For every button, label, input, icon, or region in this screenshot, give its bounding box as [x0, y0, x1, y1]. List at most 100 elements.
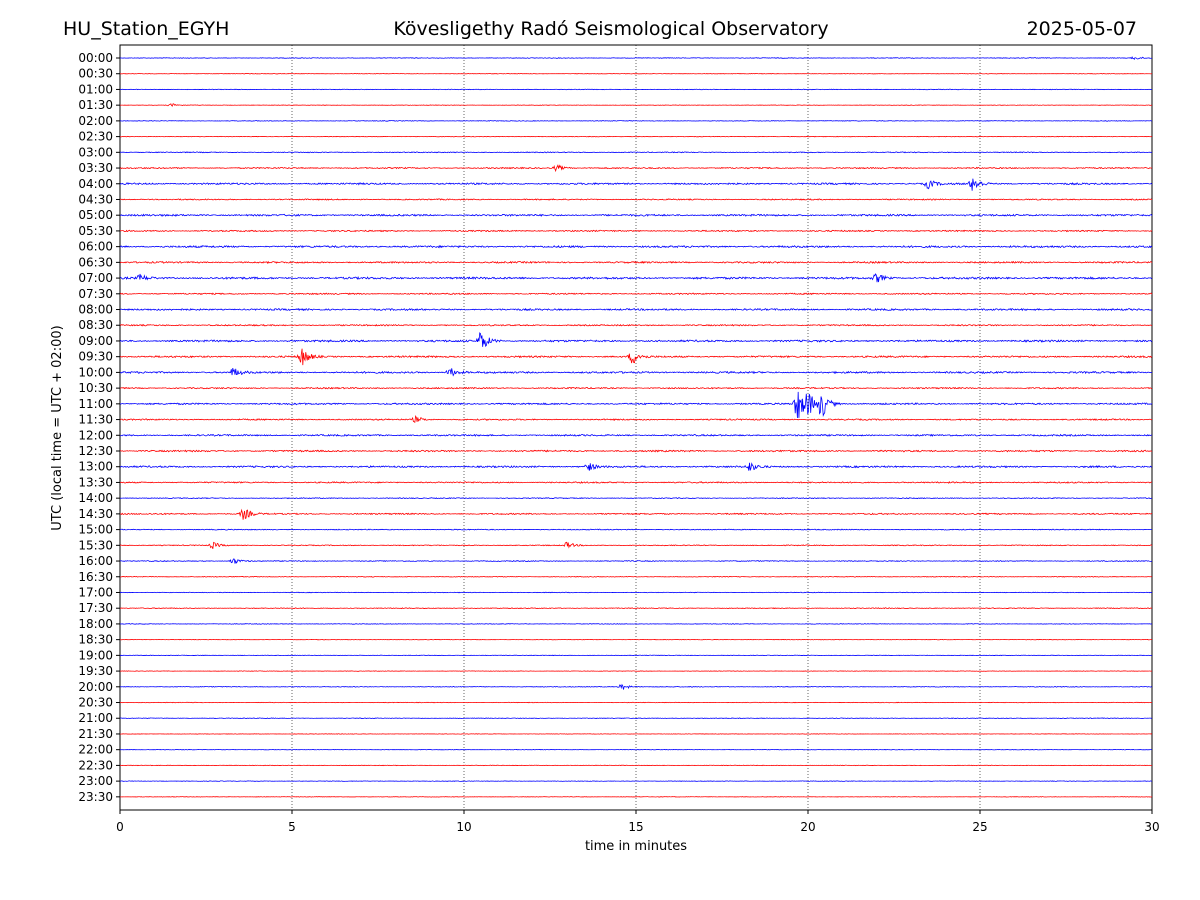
- y-tick-label: 14:00: [78, 491, 113, 505]
- seismic-trace: [119, 623, 1153, 625]
- seismic-trace: [119, 528, 1153, 531]
- y-tick-label: 09:00: [78, 334, 113, 348]
- seismic-trace: [119, 683, 1153, 690]
- y-tick-label: 00:30: [78, 67, 113, 81]
- seismic-trace: [119, 88, 1153, 91]
- y-tick-label: 19:30: [78, 664, 113, 678]
- y-tick-label: 21:30: [78, 727, 113, 741]
- y-tick-label: 23:30: [78, 790, 113, 804]
- seismic-trace: [119, 178, 1153, 191]
- seismic-trace: [119, 244, 1153, 249]
- seismic-trace: [119, 575, 1153, 578]
- station-name: HU_Station_EGYH: [63, 18, 229, 40]
- x-tick-label: 25: [972, 820, 987, 834]
- y-tick-label: 09:30: [78, 350, 113, 364]
- y-tick-label: 02:30: [78, 130, 113, 144]
- seismic-trace: [119, 348, 1153, 366]
- y-tick-label: 12:00: [78, 428, 113, 442]
- y-tick-label: 08:30: [78, 318, 113, 332]
- seismic-traces: [119, 56, 1153, 798]
- seismic-trace: [119, 654, 1153, 657]
- y-tick-label: 06:00: [78, 240, 113, 254]
- y-tick-label: 00:00: [78, 51, 113, 65]
- seismic-trace: [119, 120, 1153, 122]
- x-tick-label: 20: [800, 820, 815, 834]
- seismic-trace: [119, 307, 1153, 312]
- seismic-trace: [119, 607, 1153, 610]
- y-tick-label: 16:00: [78, 554, 113, 568]
- seismic-trace: [119, 780, 1153, 782]
- y-tick-label: 11:00: [78, 397, 113, 411]
- y-tick-label: 04:30: [78, 192, 113, 206]
- x-tick-label: 5: [288, 820, 296, 834]
- seismic-trace: [119, 260, 1153, 264]
- y-tick-label: 22:30: [78, 758, 113, 772]
- seismic-trace: [119, 415, 1153, 424]
- y-tick-label: 03:00: [78, 145, 113, 159]
- y-tick-label: 20:00: [78, 680, 113, 694]
- seismic-trace: [119, 151, 1153, 154]
- y-tick-label: 13:00: [78, 460, 113, 474]
- y-tick-label: 07:00: [78, 271, 113, 285]
- y-tick-label: 06:30: [78, 255, 113, 269]
- seismic-trace: [119, 717, 1153, 720]
- seismic-trace: [119, 229, 1153, 233]
- y-tick-label: 01:30: [78, 98, 113, 112]
- seismic-trace: [119, 323, 1153, 327]
- seismic-trace: [119, 332, 1153, 347]
- seismic-trace: [119, 481, 1153, 484]
- x-axis-label: time in minutes: [585, 839, 687, 854]
- chart-date: 2025-05-07: [1027, 18, 1137, 40]
- y-tick-label: 15:00: [78, 523, 113, 537]
- y-tick-label: 12:30: [78, 444, 113, 458]
- x-tick-label: 0: [116, 820, 124, 834]
- y-tick-label: 22:00: [78, 743, 113, 757]
- y-tick-label: 13:30: [78, 475, 113, 489]
- seismic-trace: [119, 273, 1153, 283]
- y-axis-label: UTC (local time = UTC + 02:00): [50, 325, 65, 530]
- x-tick-label: 30: [1144, 820, 1159, 834]
- y-tick-label: 08:00: [78, 303, 113, 317]
- seismic-trace: [119, 541, 1153, 549]
- y-tick-label: 02:00: [78, 114, 113, 128]
- seismic-trace: [119, 164, 1153, 173]
- seismic-trace: [119, 433, 1153, 437]
- y-tick-label: 14:30: [78, 507, 113, 521]
- y-tick-label: 23:00: [78, 774, 113, 788]
- grid-lines: [291, 45, 981, 810]
- seismic-trace: [119, 449, 1153, 453]
- y-tick-label: 11:30: [78, 413, 113, 427]
- seismic-trace: [119, 462, 1153, 471]
- seismic-trace: [119, 56, 1152, 60]
- seismic-trace: [119, 292, 1153, 296]
- y-tick-label: 20:30: [78, 696, 113, 710]
- y-tick-label: 18:30: [78, 633, 113, 647]
- seismic-trace: [119, 701, 1153, 704]
- y-tick-label: 17:00: [78, 585, 113, 599]
- seismic-trace: [119, 508, 1153, 520]
- y-tick-label: 17:30: [78, 601, 113, 615]
- y-tick-label: 05:00: [78, 208, 113, 222]
- seismic-trace: [119, 367, 1153, 377]
- seismic-trace: [119, 391, 1153, 419]
- y-tick-label: 10:30: [78, 381, 113, 395]
- seismic-trace: [119, 764, 1153, 767]
- seismic-trace: [119, 198, 1153, 201]
- y-tick-label: 15:30: [78, 538, 113, 552]
- y-tick-label: 19:00: [78, 648, 113, 662]
- x-tick-label: 15: [628, 820, 643, 834]
- x-tick-label: 10: [456, 820, 471, 834]
- y-tick-label: 10:00: [78, 365, 113, 379]
- y-tick-label: 05:30: [78, 224, 113, 238]
- x-axis-ticks: 0 5 10 15 20 25 30: [116, 810, 1160, 834]
- seismic-trace: [119, 591, 1153, 594]
- seismic-trace: [119, 213, 1153, 217]
- y-tick-label: 21:00: [78, 711, 113, 725]
- y-tick-label: 01:00: [78, 82, 113, 96]
- seismic-trace: [119, 103, 1153, 107]
- seismic-trace: [119, 135, 1153, 138]
- seismic-trace: [119, 558, 1153, 564]
- y-tick-label: 16:30: [78, 570, 113, 584]
